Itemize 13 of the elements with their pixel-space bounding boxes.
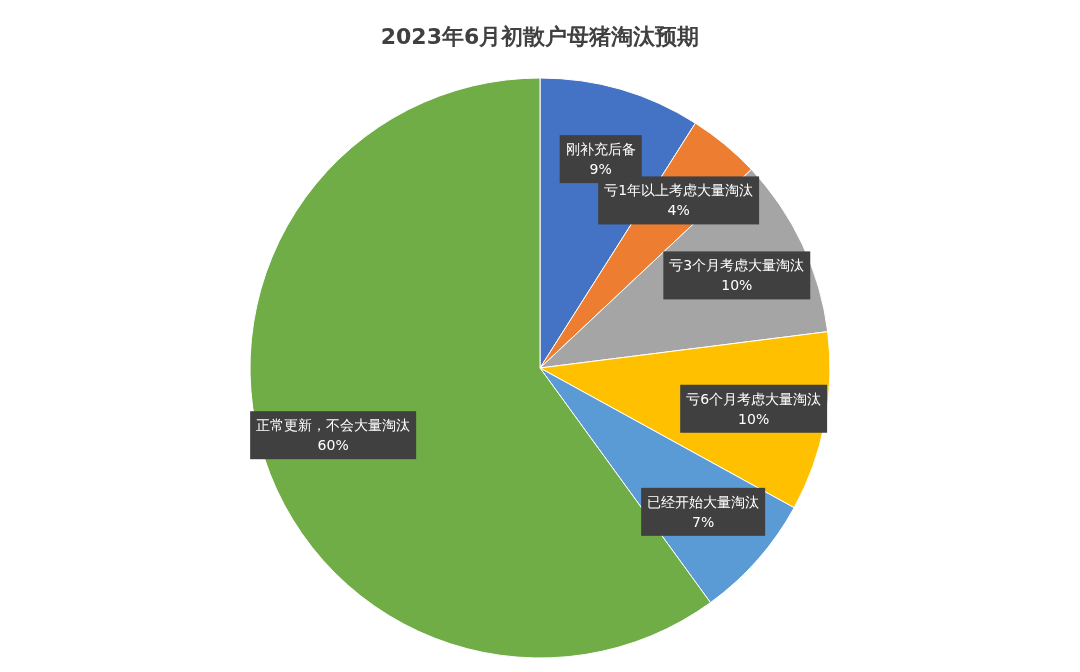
data-label: 60% xyxy=(317,437,349,454)
data-label: 9% xyxy=(589,161,612,178)
slice-label: 已经开始大量淘汰 xyxy=(647,493,760,510)
slice-label: 正常更新，不会大量淘汰 xyxy=(256,417,411,434)
data-label: 7% xyxy=(692,513,715,530)
data-label: 10% xyxy=(738,410,770,427)
chart-title: 2023年6月初散户母猪淘汰预期 xyxy=(380,24,700,49)
slice-label: 亏6个月考虑大量淘汰 xyxy=(686,390,822,407)
data-label: 10% xyxy=(721,277,753,294)
slice-label: 亏1年以上考虑大量淘汰 xyxy=(604,182,754,199)
data-label: 4% xyxy=(667,202,690,219)
slice-label: 刚补充后备 xyxy=(565,141,636,158)
slice-label: 亏3个月考虑大量淘汰 xyxy=(669,257,805,274)
